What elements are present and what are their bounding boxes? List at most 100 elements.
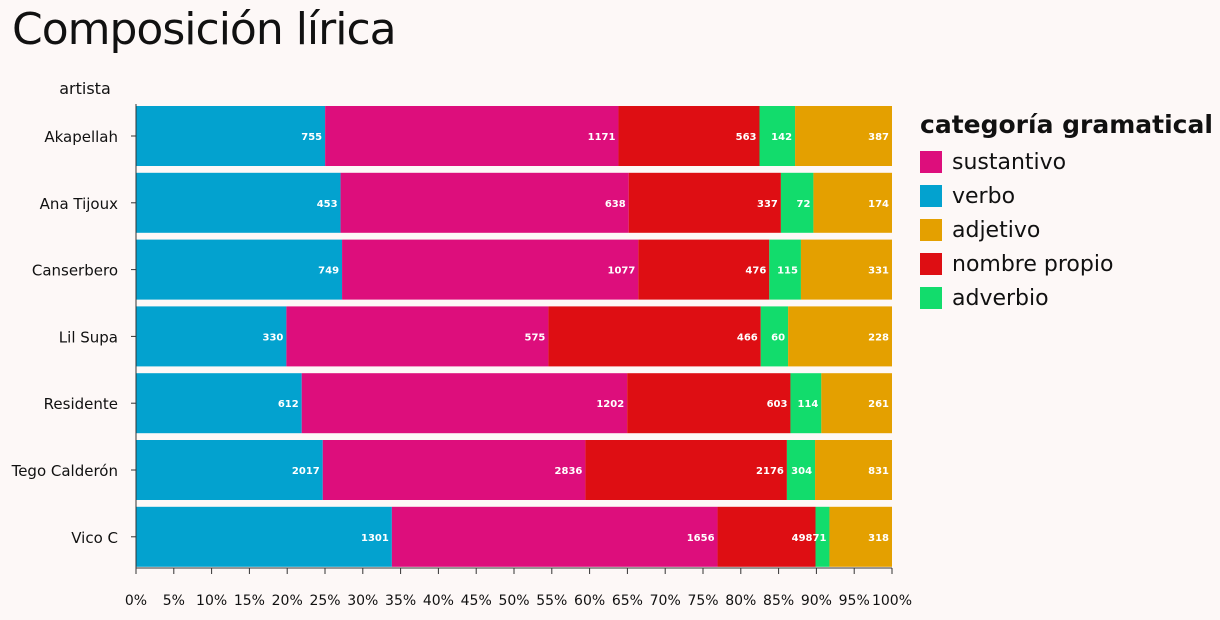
bar-segment [136, 106, 326, 166]
x-tick-label: 65% [612, 593, 643, 609]
legend-item: adverbio [920, 281, 1213, 315]
bar-segment [815, 440, 892, 500]
bar-segment [829, 506, 892, 567]
data-label: 755 [301, 132, 322, 143]
bar-segment [788, 306, 892, 367]
x-tick-label: 40% [423, 593, 454, 609]
data-label: 831 [868, 466, 889, 477]
legend-label: adjetivo [952, 217, 1041, 243]
bar-segment [786, 440, 816, 500]
legend-item: sustantivo [920, 145, 1213, 179]
data-label: 331 [868, 266, 889, 277]
bar-segment [136, 172, 341, 233]
legend-swatch [920, 185, 942, 207]
x-tick-label: 25% [309, 593, 340, 609]
data-label: 174 [868, 199, 889, 210]
bar-segment [628, 172, 781, 233]
bar-segment [136, 306, 287, 367]
bar-segment [136, 239, 343, 300]
bar-segment [813, 172, 892, 233]
data-label: 330 [263, 332, 284, 343]
x-tick-label: 30% [347, 593, 378, 609]
bar-segment [136, 373, 302, 434]
x-tick-label: 45% [461, 593, 492, 609]
legend-item: verbo [920, 179, 1213, 213]
data-label: 603 [767, 399, 788, 410]
data-label: 453 [317, 199, 338, 210]
x-tick-label: 85% [763, 593, 794, 609]
bar-segment [342, 239, 639, 300]
legend-label: sustantivo [952, 149, 1067, 175]
category-label: Ana Tijoux [40, 195, 118, 213]
bar-segment [769, 239, 801, 300]
x-tick-label: 35% [385, 593, 416, 609]
x-tick-label: 75% [687, 593, 718, 609]
data-label: 337 [757, 199, 778, 210]
category-label: Akapellah [44, 128, 118, 146]
bar-segment [391, 506, 718, 567]
data-label: 114 [797, 399, 818, 410]
x-tick-label: 5% [163, 593, 185, 609]
bar-segment [136, 440, 323, 500]
legend: categoría gramatical sustantivo verbo adje… [920, 110, 1213, 315]
bar-segment [821, 373, 892, 434]
bar-segment [301, 373, 628, 434]
bar-segment [618, 106, 760, 166]
data-label: 71 [813, 533, 827, 544]
bar-segment [340, 172, 629, 233]
data-label: 2017 [292, 466, 320, 477]
data-label: 2836 [555, 466, 583, 477]
data-label: 612 [278, 399, 299, 410]
category-label: Tego Calderón [11, 462, 118, 480]
bar-segment [760, 306, 789, 367]
legend-title: categoría gramatical [920, 110, 1213, 139]
data-label: 387 [868, 132, 889, 143]
bar-segment [795, 106, 892, 166]
data-label: 1202 [596, 399, 624, 410]
x-tick-label: 15% [234, 593, 265, 609]
bar-segment [136, 506, 392, 567]
x-tick-label: 70% [650, 593, 681, 609]
x-tick-label: 90% [801, 593, 832, 609]
data-label: 142 [771, 132, 792, 143]
category-label: Residente [44, 395, 118, 413]
legend-item: adjetivo [920, 213, 1213, 247]
x-tick-label: 0% [125, 593, 147, 609]
data-label: 498 [792, 533, 813, 544]
legend-label: adverbio [952, 285, 1049, 311]
x-tick-label: 80% [725, 593, 756, 609]
x-tick-label: 95% [839, 593, 870, 609]
y-axis-title: artista [59, 79, 111, 98]
bar-segment [286, 306, 549, 367]
data-label: 1656 [687, 533, 715, 544]
legend-item: nombre propio [920, 247, 1213, 281]
x-tick-label: 60% [574, 593, 605, 609]
bar-segment [790, 373, 822, 434]
bar-segment [548, 306, 761, 367]
bar-segment [815, 506, 830, 567]
bar-segment [780, 172, 814, 233]
data-label: 261 [868, 399, 889, 410]
data-label: 318 [868, 533, 889, 544]
legend-swatch [920, 253, 942, 275]
data-label: 638 [605, 199, 626, 210]
bar-segment [585, 440, 787, 500]
data-label: 466 [737, 332, 758, 343]
category-label: Canserbero [32, 262, 118, 280]
data-label: 575 [525, 332, 546, 343]
data-label: 72 [796, 199, 810, 210]
data-label: 2176 [756, 466, 784, 477]
x-tick-label: 100% [872, 593, 912, 609]
legend-label: verbo [952, 183, 1016, 209]
chart-title: Composición lírica [12, 4, 397, 55]
x-tick-label: 10% [196, 593, 227, 609]
legend-swatch [920, 151, 942, 173]
data-label: 115 [777, 266, 798, 277]
data-label: 1171 [588, 132, 616, 143]
legend-label: nombre propio [952, 251, 1114, 277]
bar-segment [759, 106, 796, 166]
category-label: Lil Supa [59, 328, 118, 346]
x-tick-label: 50% [498, 593, 529, 609]
bar-segment [717, 506, 816, 567]
